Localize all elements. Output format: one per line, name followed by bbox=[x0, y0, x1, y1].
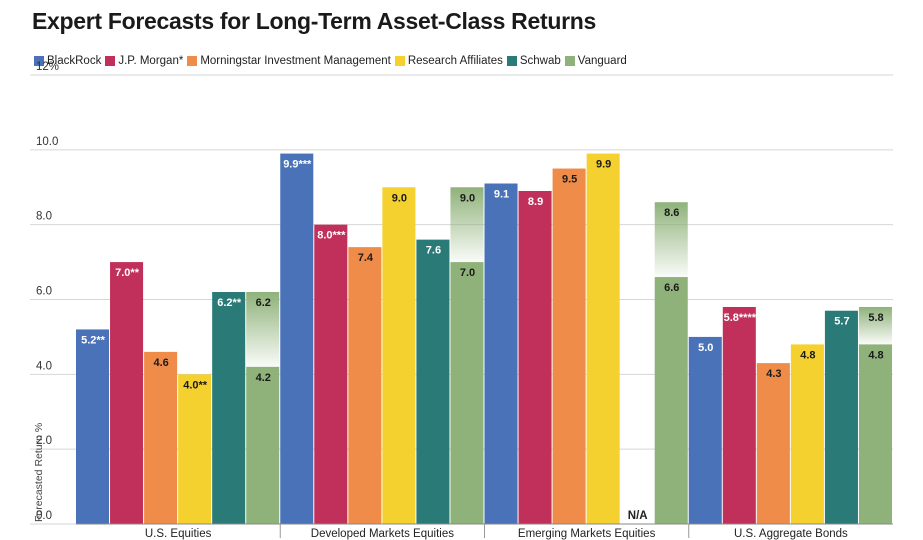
bar-morningstar-investment-management bbox=[756, 363, 790, 524]
y-tick-label: 4.0 bbox=[36, 360, 52, 372]
data-label: 8.0*** bbox=[317, 230, 346, 242]
bar-morningstar-investment-management bbox=[144, 351, 178, 524]
y-tick-label: 6.0 bbox=[36, 286, 52, 298]
bar-blackrock bbox=[76, 329, 110, 524]
legend-item-schwab: Schwab bbox=[506, 55, 561, 67]
y-tick-label: 12% bbox=[36, 61, 59, 73]
data-label: 9.1 bbox=[494, 189, 509, 201]
data-label: 5.0 bbox=[698, 342, 713, 354]
legend-item-blackrock: BlackRock bbox=[34, 55, 101, 67]
data-label: 7.4 bbox=[358, 252, 374, 264]
y-tick-label: 0.0 bbox=[36, 510, 52, 522]
legend-label: Morningstar Investment Management bbox=[200, 55, 391, 67]
data-label: 4.3 bbox=[766, 368, 781, 380]
bar-schwab bbox=[824, 310, 858, 524]
legend-swatch bbox=[105, 56, 116, 66]
x-tick-label: Developed Markets Equities bbox=[311, 528, 454, 540]
bar-morningstar-investment-management bbox=[552, 168, 586, 524]
legend-swatch bbox=[394, 56, 405, 66]
range-band bbox=[246, 292, 280, 367]
data-label: 5.2** bbox=[81, 334, 106, 346]
legend-swatch bbox=[187, 56, 198, 66]
na-label: N/A bbox=[628, 510, 648, 522]
x-axis: U.S. Equities Developed Markets Equities E… bbox=[76, 523, 893, 540]
bar-vanguard bbox=[858, 344, 892, 524]
y-tick-label: 10.0 bbox=[36, 136, 58, 148]
legend-label: Research Affiliates bbox=[407, 55, 503, 67]
legend-label: Vanguard bbox=[577, 55, 627, 67]
data-label: 9.5 bbox=[562, 174, 577, 186]
legend-label: J.P. Morgan* bbox=[118, 55, 184, 67]
legend-item-vanguard: Vanguard bbox=[564, 55, 627, 67]
data-label-high: 6.2 bbox=[256, 297, 271, 309]
range-band bbox=[858, 306, 892, 345]
bar-j-p-morgan bbox=[722, 306, 756, 524]
y-axis: 0.0 2.0 4.0 6.0 8.0 10.0 12% Forecasted Return … bbox=[33, 61, 59, 522]
data-label: 9.9*** bbox=[283, 159, 312, 171]
y-axis-title: Forecasted Return % bbox=[33, 423, 45, 522]
x-tick-label: Emerging Markets Equities bbox=[518, 528, 656, 540]
bars bbox=[76, 153, 892, 524]
data-label-high: 5.8 bbox=[868, 312, 883, 324]
range-band bbox=[654, 202, 688, 278]
data-label: 4.0** bbox=[183, 379, 208, 391]
data-label: 7.0 bbox=[460, 267, 475, 279]
bar-j-p-morgan bbox=[314, 224, 348, 524]
bar-vanguard bbox=[246, 366, 280, 524]
legend-swatch bbox=[564, 56, 575, 66]
chart-title: Expert Forecasts for Long-Term Asset-Cla… bbox=[32, 8, 596, 34]
bar-j-p-morgan bbox=[110, 262, 144, 524]
bar-morningstar-investment-management bbox=[348, 247, 382, 524]
data-label: 4.2 bbox=[256, 372, 271, 384]
legend-label: BlackRock bbox=[47, 55, 102, 67]
bar-blackrock bbox=[688, 336, 722, 524]
data-label: 8.9 bbox=[528, 196, 543, 208]
legend-item-morningstar-investment-management: Morningstar Investment Management bbox=[187, 55, 391, 67]
data-label: 9.0 bbox=[392, 192, 407, 204]
data-label: 4.8 bbox=[868, 349, 883, 361]
data-label: 6.2** bbox=[217, 297, 242, 309]
data-label: 5.7 bbox=[834, 316, 849, 328]
bar-research-affiliates bbox=[178, 374, 212, 524]
bar-vanguard bbox=[654, 277, 688, 524]
data-label: 7.6 bbox=[426, 245, 441, 257]
data-labels: 5.2** 7.0** 4.6 4.0** 6.2** 6.2 4.2 9.9*** 8.0**… bbox=[81, 159, 884, 522]
x-tick-label: U.S. Aggregate Bonds bbox=[734, 528, 848, 540]
bar-schwab bbox=[416, 239, 450, 524]
x-tick-label: U.S. Equities bbox=[145, 528, 212, 540]
y-tick-label: 2.0 bbox=[36, 435, 52, 447]
data-label: 7.0** bbox=[115, 267, 140, 279]
legend-item-j-p-morgan: J.P. Morgan* bbox=[105, 55, 183, 67]
bar-vanguard bbox=[450, 262, 484, 524]
legend-swatch bbox=[34, 56, 44, 66]
data-label: 6.6 bbox=[664, 282, 679, 294]
bar-research-affiliates bbox=[790, 344, 824, 524]
bar-research-affiliates bbox=[382, 187, 416, 524]
y-tick-label: 8.0 bbox=[36, 211, 52, 223]
bar-schwab bbox=[212, 292, 246, 524]
legend-label: Schwab bbox=[519, 55, 561, 67]
data-label: 4.8 bbox=[800, 349, 815, 361]
legend-item-research-affiliates: Research Affiliates bbox=[394, 55, 503, 67]
bar-blackrock bbox=[484, 183, 518, 524]
bar-j-p-morgan bbox=[518, 190, 552, 524]
legend: BlackRock J.P. Morgan* Morningstar Investm… bbox=[34, 55, 631, 67]
data-label: 5.8**** bbox=[724, 312, 757, 324]
bar-blackrock bbox=[280, 153, 314, 524]
data-label-high: 9.0 bbox=[460, 192, 475, 204]
data-label-high: 8.6 bbox=[664, 207, 679, 219]
legend-swatch bbox=[506, 56, 517, 66]
data-label: 4.6 bbox=[153, 357, 168, 369]
data-label: 9.9 bbox=[596, 159, 611, 171]
bar-research-affiliates bbox=[586, 153, 620, 524]
range-band bbox=[450, 187, 484, 263]
